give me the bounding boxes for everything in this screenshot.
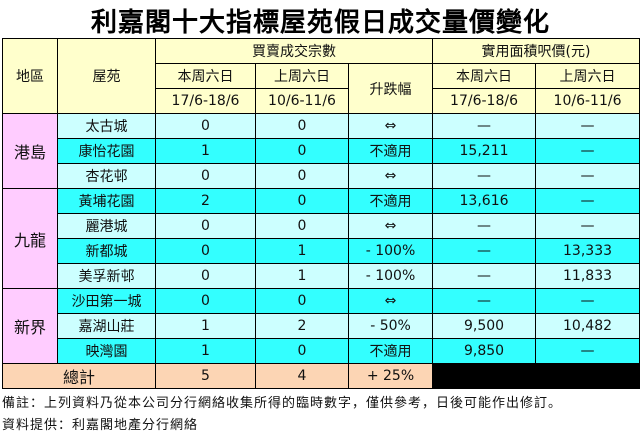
total-row: 總計 5 4 + 25% bbox=[2, 363, 641, 389]
change-cell: - 50% bbox=[347, 313, 434, 339]
this-week-count: 1 bbox=[155, 313, 256, 339]
price-last-week: — bbox=[535, 288, 641, 314]
change-cell: - 100% bbox=[347, 238, 434, 264]
change-cell: ⇔ bbox=[347, 113, 434, 139]
estate-cell: 麗港城 bbox=[57, 213, 156, 239]
header-transactions: 買賣成交宗數 bbox=[154, 38, 434, 64]
estate-cell: 康怡花園 bbox=[57, 138, 156, 164]
table-row: 美孚新邨 0 1- 100% —11,833 bbox=[3, 263, 641, 289]
remark-note: 備註：上列資料乃從本公司分行網絡收集所得的臨時數字，僅供參考，日後可能作出修訂。 bbox=[2, 396, 563, 411]
table-row: 港島 太古城 0 0 ⇔ — — bbox=[2, 113, 641, 189]
header-last-dates: 10/6-11/6 bbox=[255, 88, 349, 114]
last-week-count: 0 bbox=[255, 338, 349, 364]
this-week-count: 0 bbox=[155, 113, 256, 139]
total-label: 總計 bbox=[2, 363, 156, 389]
change-cell: ⇔ bbox=[347, 288, 434, 314]
price-this-week: — bbox=[432, 263, 537, 289]
this-week-count: 0 bbox=[155, 213, 256, 239]
change-cell: 不適用 bbox=[347, 338, 434, 364]
region-cell: 港島 bbox=[2, 113, 58, 189]
estate-cell: 美孚新邨 bbox=[57, 263, 156, 289]
header-price: 實用面積呎價(元) bbox=[432, 38, 641, 64]
estate-cell: 嘉湖山莊 bbox=[57, 313, 156, 339]
estate-cell: 太古城 bbox=[57, 113, 156, 139]
change-cell: 不適用 bbox=[347, 138, 434, 164]
table-row: 新界 沙田第一城 0 0 ⇔ — — bbox=[2, 288, 641, 364]
change-cell: - 100% bbox=[347, 263, 434, 289]
header-last-week: 上周六日 bbox=[255, 63, 349, 89]
table-row: 九龍 黃埔花園 2 0 不適用 13,616— bbox=[2, 188, 641, 289]
table-row: 映灣園 1 0 不適用 9,850— bbox=[3, 338, 641, 364]
price-this-week: 9,850 bbox=[432, 338, 537, 364]
price-last-week: 11,833 bbox=[535, 263, 641, 289]
change-cell: ⇔ bbox=[347, 213, 434, 239]
change-cell: ⇔ bbox=[347, 163, 434, 189]
region-cell: 九龍 bbox=[2, 188, 58, 289]
last-week-count: 0 bbox=[255, 188, 349, 214]
header-this-dates: 17/6-18/6 bbox=[155, 88, 256, 114]
estate-cell: 沙田第一城 bbox=[57, 288, 156, 314]
header-region: 地區 bbox=[2, 38, 58, 114]
source-note: 資料提供：利嘉閣地產分行網絡 bbox=[2, 418, 199, 433]
last-week-count: 0 bbox=[255, 163, 349, 189]
price-this-week: 9,500 bbox=[432, 313, 537, 339]
table-row: 麗港城 0 0 ⇔ — — bbox=[3, 213, 641, 239]
price-last-week: — bbox=[535, 213, 641, 239]
change-cell: 不適用 bbox=[347, 188, 434, 214]
price-this-week: — bbox=[432, 238, 537, 264]
header-estate: 屋苑 bbox=[57, 38, 156, 114]
price-last-week: 13,333 bbox=[535, 238, 641, 264]
total-this: 5 bbox=[155, 363, 256, 389]
price-this-week: 15,211 bbox=[432, 138, 537, 164]
last-week-count: 0 bbox=[255, 288, 349, 314]
header-change: 升跌幅 bbox=[347, 63, 434, 114]
estate-cell: 黃埔花園 bbox=[57, 188, 156, 214]
this-week-count: 1 bbox=[155, 338, 256, 364]
last-week-count: 2 bbox=[255, 313, 349, 339]
header-price-last-week: 上周六日 bbox=[535, 63, 641, 89]
table-row: 康怡花園 1 0 不適用 15,211— bbox=[3, 138, 641, 164]
this-week-count: 0 bbox=[155, 238, 256, 264]
estate-cell: 映灣園 bbox=[57, 338, 156, 364]
last-week-count: 0 bbox=[255, 138, 349, 164]
total-change: + 25% bbox=[347, 363, 434, 389]
total-last: 4 bbox=[255, 363, 349, 389]
last-week-count: 1 bbox=[255, 263, 349, 289]
price-last-week: — bbox=[535, 188, 641, 214]
price-last-week: 10,482 bbox=[535, 313, 641, 339]
price-last-week: — bbox=[535, 338, 641, 364]
table-row: 新都城 0 1- 100% —13,333 bbox=[3, 238, 641, 264]
price-this-week: — bbox=[432, 163, 537, 189]
price-this-week: — bbox=[432, 288, 537, 314]
this-week-count: 0 bbox=[155, 163, 256, 189]
price-last-week: — bbox=[535, 113, 641, 139]
table-row: 嘉湖山莊 1 2- 50% 9,500 10,482 bbox=[3, 313, 641, 339]
price-this-week: — bbox=[432, 113, 537, 139]
last-week-count: 0 bbox=[255, 213, 349, 239]
price-this-week: — bbox=[432, 213, 537, 239]
this-week-count: 0 bbox=[155, 263, 256, 289]
table-row: 杏花邨 0 0 ⇔ — — bbox=[3, 163, 641, 189]
estate-cell: 新都城 bbox=[57, 238, 156, 264]
header-this-week: 本周六日 bbox=[155, 63, 256, 89]
header-price-this-week: 本周六日 bbox=[432, 63, 537, 89]
price-last-week: — bbox=[535, 138, 641, 164]
blank-cell bbox=[535, 363, 641, 389]
this-week-count: 1 bbox=[155, 138, 256, 164]
last-week-count: 1 bbox=[255, 238, 349, 264]
last-week-count: 0 bbox=[255, 113, 349, 139]
header-price-this-dates: 17/6-18/6 bbox=[432, 88, 537, 114]
page-title: 利嘉閣十大指標屋苑假日成交量價變化 bbox=[90, 8, 550, 38]
estate-cell: 杏花邨 bbox=[57, 163, 156, 189]
header-price-last-dates: 10/6-11/6 bbox=[535, 88, 641, 114]
this-week-count: 2 bbox=[155, 188, 256, 214]
transactions-table: 地區 屋苑 買賣成交宗數 實用面積呎價(元) 本周六日 上周六日 升跌幅 本周六… bbox=[2, 38, 641, 389]
price-last-week: — bbox=[535, 163, 641, 189]
region-cell: 新界 bbox=[2, 288, 58, 364]
blank-cell bbox=[432, 363, 537, 389]
this-week-count: 0 bbox=[155, 288, 256, 314]
price-this-week: 13,616 bbox=[432, 188, 537, 214]
